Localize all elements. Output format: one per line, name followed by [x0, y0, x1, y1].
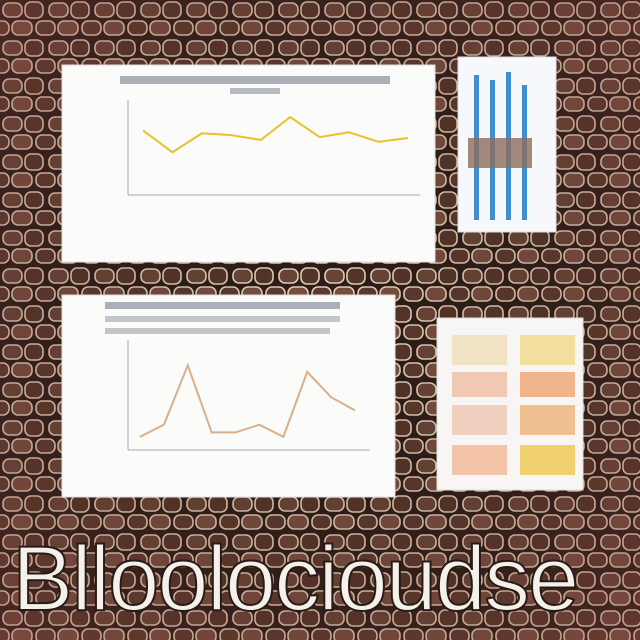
chart-panel	[61, 64, 436, 263]
plot	[139, 362, 356, 439]
subtitle-blur	[105, 328, 330, 334]
subtitle-blur	[105, 316, 340, 322]
title-blur	[105, 302, 340, 309]
thumbnail-band	[468, 138, 532, 168]
title-blur	[120, 76, 390, 84]
thumbnail-grid	[452, 335, 575, 475]
subtitle-blur	[230, 88, 280, 94]
chart-panel	[61, 294, 396, 498]
data-line	[142, 115, 409, 154]
headline: Blloolocioudse	[12, 528, 577, 630]
plot	[142, 115, 409, 154]
data-line	[139, 362, 356, 439]
